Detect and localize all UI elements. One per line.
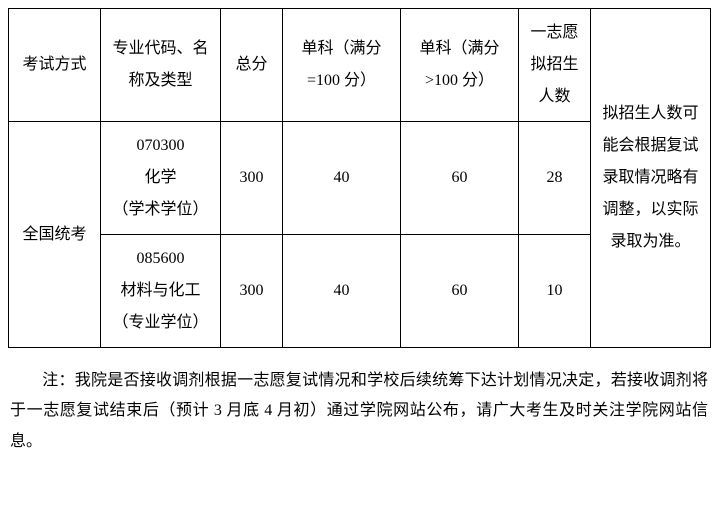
header-enrollment: 一志愿拟招生人数 [519,9,591,122]
cell-subgt100: 60 [401,235,519,348]
cell-major: 070300 化学 （学术学位） [101,122,221,235]
major-name: 化学 [105,162,216,194]
cell-exam-method: 全国统考 [9,122,101,348]
major-name: 材料与化工 [105,275,216,307]
cell-subgt100: 60 [401,122,519,235]
footnote: 注：我院是否接收调剂根据一志愿复试情况和学校后续统筹下达计划情况决定，若接收调剂… [8,366,710,457]
header-total-score: 总分 [221,9,283,122]
cell-sub100: 40 [283,122,401,235]
header-exam-method: 考试方式 [9,9,101,122]
degree-type: （学术学位） [105,194,216,226]
cell-total: 300 [221,235,283,348]
cell-enrollment: 28 [519,122,591,235]
cell-enrollment: 10 [519,235,591,348]
degree-type: （专业学位） [105,307,216,339]
header-major-info: 专业代码、名称及类型 [101,9,221,122]
header-subject-gt100: 单科（满分>100 分） [401,9,519,122]
cell-total: 300 [221,122,283,235]
side-note: 拟招生人数可能会根据复试录取情况略有调整，以实际录取为准。 [591,9,711,348]
major-code: 085600 [105,243,216,275]
header-subject-100: 单科（满分=100 分） [283,9,401,122]
footnote-text: 注：我院是否接收调剂根据一志愿复试情况和学校后续统筹下达计划情况决定，若接收调剂… [10,372,708,450]
cell-major: 085600 材料与化工 （专业学位） [101,235,221,348]
cell-sub100: 40 [283,235,401,348]
table-header-row: 考试方式 专业代码、名称及类型 总分 单科（满分=100 分） 单科（满分>10… [9,9,711,122]
admissions-table: 考试方式 专业代码、名称及类型 总分 单科（满分=100 分） 单科（满分>10… [8,8,711,348]
major-code: 070300 [105,130,216,162]
